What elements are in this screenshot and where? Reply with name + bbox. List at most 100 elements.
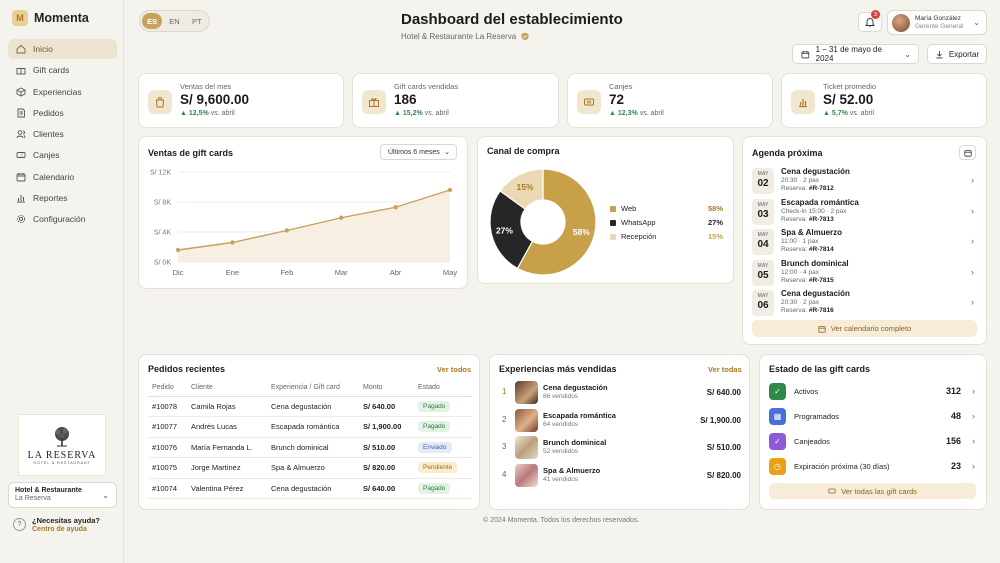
experience-row[interactable]: 2 Escapada romántica 64 vendidos S/ 1,900.0…: [499, 408, 741, 433]
hotel-selector[interactable]: Hotel & Restaurante La Reserva ⌄: [8, 482, 117, 508]
experience-sold: 52 vendidos: [543, 448, 579, 455]
experience-sold: 41 vendidos: [543, 475, 579, 483]
help-center[interactable]: ? ¿Necesitas ayuda? Centro de ayuda: [13, 516, 100, 533]
period-dropdown[interactable]: Últimos 6 meses ⌄: [380, 144, 457, 160]
bar-chart-icon: [791, 90, 815, 114]
chevron-right-icon: ›: [972, 386, 975, 396]
agenda-item[interactable]: MAY 03 Escapada romántica Check-in 15:00 · …: [752, 198, 978, 226]
agenda-title: Agenda próxima: [752, 148, 823, 158]
agenda-calendar-button[interactable]: [959, 145, 976, 160]
gift-status-row[interactable]: ◷ Expiración próxima (30 días) 23 ›: [769, 457, 977, 477]
lang-pt[interactable]: PT: [192, 16, 202, 26]
experience-name: Cena degustación: [543, 383, 608, 392]
gift-status-row[interactable]: ▦ Programados 48 ›: [769, 407, 977, 427]
experience-price: S/ 820.00: [706, 470, 741, 480]
experience-row[interactable]: 3 Brunch dominical 52 vendidos S/ 510.00: [499, 436, 741, 460]
hotel-logo-tagline: HOTEL & RESTAURANT: [33, 460, 91, 465]
agenda-item[interactable]: MAY 02 Cena degustación 20:30 · 2 pax Reserv…: [752, 167, 978, 195]
experience-row[interactable]: 1 Cena degustación 86 vendidos S/ 640.00: [499, 381, 741, 405]
order-amount: S/ 820.00: [359, 457, 414, 479]
reservation-id: #R-7816: [808, 307, 834, 314]
table-row[interactable]: #10077 Andrés Lucas Escapada romántica S/ 1…: [148, 416, 472, 438]
agenda-item[interactable]: MAY 04 Spa & Almuerzo 11:00 · 1 pax Reserva:…: [752, 228, 978, 256]
pie-slice-label: 58%: [573, 227, 590, 237]
chevron-down-icon: ⌄: [973, 18, 980, 27]
x-tick-label: Feb: [280, 268, 293, 277]
ticket-icon: [16, 152, 26, 159]
agenda-date: MAY 02: [752, 168, 774, 194]
status-badge: Enviado: [418, 441, 452, 453]
sidebar-item-configuracion[interactable]: Configuración: [8, 209, 117, 229]
user-menu[interactable]: María González Gerente General ⌄: [887, 10, 987, 35]
x-tick-label: Dic: [173, 268, 184, 277]
gift-status-row[interactable]: ✓ Canjeados 156 ›: [769, 432, 977, 452]
kpi-card-gift-cards: Gift cards vendidas 186 ▲ 15,2% vs. abri…: [352, 73, 559, 128]
experience-rank: 2: [502, 414, 507, 424]
experience-price: S/ 510.00: [706, 443, 741, 452]
orders-view-all-link[interactable]: Ver todos: [437, 365, 472, 374]
hotel-logo-name: LA RESERVA: [27, 449, 97, 461]
date-range-picker[interactable]: 1 – 31 de mayo de 2024 ⌄: [792, 44, 919, 64]
help-link[interactable]: Centro de ayuda: [32, 526, 87, 533]
table-row[interactable]: #10078 Camila Rojas Cena degustación S/ 640…: [148, 396, 472, 417]
gift-status-label: Expiración próxima (30 días): [794, 462, 890, 471]
data-point[interactable]: [175, 247, 181, 253]
pie-slice-recepción[interactable]: [499, 168, 544, 210]
experience-name: Brunch dominical: [543, 438, 607, 447]
notifications-button[interactable]: 3: [858, 10, 882, 32]
legend-swatch: [610, 220, 616, 226]
sidebar-nav: Inicio Gift cards Experiencias Pedidos C…: [8, 39, 117, 231]
view-calendar-button[interactable]: Ver calendario completo: [752, 320, 977, 337]
experiences-view-all-link[interactable]: Ver todas: [708, 365, 742, 374]
agenda-item[interactable]: MAY 06 Cena degustación 20:30 · 2 pax Reserv…: [752, 289, 978, 317]
gift-status-row[interactable]: ✓ Activos 312 ›: [769, 382, 977, 402]
experience-row[interactable]: 4 Spa & Almuerzo 41 vendidos S/ 820.00: [499, 463, 741, 488]
series-line: [177, 189, 451, 251]
agenda-card: [742, 136, 987, 345]
pie-slice-web[interactable]: [516, 168, 597, 276]
data-point[interactable]: [447, 187, 453, 193]
kpi-delta: ▲ 5,7% vs. abril: [823, 110, 874, 117]
data-point[interactable]: [339, 215, 344, 220]
legend-label: Recepción: [621, 232, 657, 241]
table-row[interactable]: #10076 María Fernanda L. Brunch dominical S…: [148, 437, 472, 458]
ticket-icon: [828, 488, 836, 494]
sidebar-item-canjes[interactable]: Canjes: [8, 145, 117, 165]
chevron-right-icon: ›: [971, 175, 974, 185]
experience-rank: 4: [502, 469, 507, 479]
agenda-item-reservation: Reserva: #R-7816: [781, 307, 834, 314]
table-row[interactable]: #10074 Valentina Pérez Cena degustación S/ …: [148, 478, 472, 499]
legend-label: Web: [621, 204, 637, 213]
lang-es[interactable]: ES: [142, 13, 163, 29]
pie-slice-label: 15%: [517, 182, 534, 192]
clock-icon: ◷: [769, 458, 786, 475]
sidebar-item-inicio[interactable]: Inicio: [8, 39, 117, 59]
momenta-logo-icon: M: [12, 10, 28, 26]
export-button[interactable]: Exportar: [927, 44, 987, 64]
app-logo[interactable]: M Momenta: [12, 10, 89, 26]
pie-slice-whatsapp[interactable]: [489, 190, 534, 270]
view-all-gift-cards-button[interactable]: Ver todas las gift cards: [769, 483, 976, 499]
sidebar-item-gift-cards[interactable]: Gift cards: [8, 60, 117, 80]
data-point[interactable]: [393, 205, 398, 210]
sidebar-item-label: Configuración: [33, 214, 86, 225]
sidebar-item-pedidos[interactable]: Pedidos: [8, 103, 117, 123]
hotel-selector-name: Hotel & Restaurante: [15, 487, 82, 494]
data-point[interactable]: [230, 240, 235, 245]
pie-slice-label: 27%: [496, 226, 513, 236]
x-tick-label: Abr: [390, 268, 402, 277]
table-row[interactable]: #10075 Jorge Martinez Spa & Almuerzo S/ 820…: [148, 457, 472, 479]
column-header: Cliente: [187, 380, 267, 397]
sidebar-item-clientes[interactable]: Clientes: [8, 124, 117, 144]
data-point[interactable]: [284, 228, 289, 233]
lang-en[interactable]: EN: [169, 16, 180, 26]
sidebar-item-reportes[interactable]: Reportes: [8, 188, 117, 208]
order-client: María Fernanda L.: [187, 437, 267, 458]
reservation-label: Reserva:: [781, 246, 808, 253]
sidebar-item-calendario[interactable]: Calendario: [8, 167, 117, 187]
kpi-compare: vs. abril: [210, 110, 235, 117]
sidebar-item-experiencias[interactable]: Experiencias: [8, 82, 117, 102]
kpi-label: Ticket promedio: [823, 82, 877, 91]
agenda-item[interactable]: MAY 05 Brunch dominical 12:00 · 4 pax Reserv…: [752, 259, 978, 287]
agenda-date: MAY 03: [752, 198, 774, 225]
